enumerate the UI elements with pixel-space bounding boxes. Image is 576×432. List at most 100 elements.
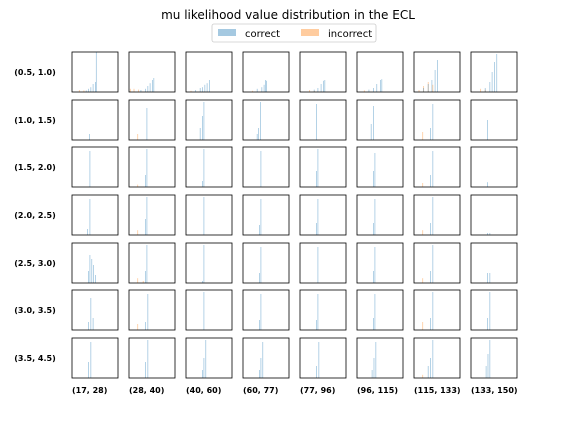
panel-frame xyxy=(128,146,176,188)
legend-swatch-correct xyxy=(218,29,236,36)
histogram-panel xyxy=(356,337,404,379)
histogram-bar-correct xyxy=(147,340,149,378)
histogram-panel xyxy=(299,289,347,331)
histogram-bar-correct xyxy=(373,271,374,283)
panel-frame xyxy=(299,146,347,188)
histogram-bar-correct xyxy=(368,89,370,92)
histogram-bar-correct xyxy=(259,225,260,235)
histogram-bar-correct xyxy=(374,294,376,330)
histogram-panel xyxy=(71,242,119,284)
histogram-bar-correct xyxy=(437,60,438,92)
histogram-bar-correct xyxy=(317,199,319,235)
histogram-panel xyxy=(242,194,290,236)
histogram-panel xyxy=(185,146,233,188)
histogram-bar-correct xyxy=(494,62,495,92)
histogram-bar-correct xyxy=(430,271,431,283)
histogram-panel xyxy=(413,146,461,188)
histogram-bar-correct xyxy=(261,87,263,92)
panel-frame xyxy=(413,146,461,188)
panel-frame xyxy=(470,99,518,141)
panel-frame xyxy=(185,99,233,141)
histogram-bar-incorrect xyxy=(313,90,315,92)
histogram-bar-correct xyxy=(317,247,319,283)
column-labels: (17, 28) (28, 40) (40, 60) (60, 77) (77, 96)… xyxy=(72,386,518,395)
panel-frame xyxy=(185,289,233,331)
histogram-bar-correct xyxy=(316,223,317,235)
histogram-panel xyxy=(128,289,176,331)
panel-frame xyxy=(71,337,119,379)
column-label: (77, 96) xyxy=(300,386,335,395)
histogram-bar-incorrect xyxy=(78,90,80,92)
histogram-panel xyxy=(185,99,233,141)
histogram-bar-correct xyxy=(202,181,203,187)
histogram-bar-correct xyxy=(203,102,205,140)
histogram-bar-correct xyxy=(430,223,431,235)
histogram-bar-correct xyxy=(487,120,488,140)
histogram-bar-incorrect xyxy=(423,86,425,92)
histogram-panel xyxy=(71,337,119,379)
histogram-bar-correct xyxy=(373,358,375,378)
panel-frame xyxy=(299,289,347,331)
legend-frame xyxy=(211,23,377,43)
row-label: (1.5, 2.0) xyxy=(14,163,55,172)
histogram-bar-incorrect xyxy=(422,322,424,330)
panel-frame xyxy=(299,194,347,236)
histogram-bar-correct xyxy=(316,104,317,140)
histogram-bar-correct xyxy=(316,366,317,378)
histogram-bar-correct xyxy=(92,318,94,330)
histogram-bar-correct xyxy=(434,70,436,92)
panel-frame xyxy=(470,289,518,331)
histogram-bar-correct xyxy=(317,149,319,187)
histogram-bar-correct xyxy=(260,199,262,235)
histogram-bar-correct xyxy=(145,88,146,92)
histogram-bar-incorrect xyxy=(418,90,420,92)
histogram-bar-correct xyxy=(374,247,376,283)
histogram-bar-correct xyxy=(373,171,374,187)
histogram-bar-correct xyxy=(489,340,491,378)
histogram-bar-incorrect xyxy=(422,183,424,187)
histogram-bar-correct xyxy=(373,223,374,235)
panel-frame xyxy=(413,51,461,93)
histogram-panel xyxy=(413,337,461,379)
histogram-panel xyxy=(128,51,176,93)
panel-frame xyxy=(356,146,404,188)
histogram-panel xyxy=(356,242,404,284)
histogram-bar-correct xyxy=(90,87,92,92)
histogram-panel xyxy=(128,99,176,141)
histogram-panel xyxy=(413,289,461,331)
histogram-bar-correct xyxy=(370,124,372,140)
histogram-panel xyxy=(413,99,461,141)
histogram-bar-correct xyxy=(146,197,148,235)
panel-frame xyxy=(299,51,347,93)
histogram-panel xyxy=(470,194,518,236)
histogram-panel xyxy=(356,289,404,331)
histogram-bar-correct xyxy=(381,79,383,92)
histogram-panel xyxy=(299,99,347,141)
histogram-bar-correct xyxy=(202,281,203,283)
panel-frame xyxy=(356,242,404,284)
panel-frame xyxy=(128,289,176,331)
histogram-bar-correct xyxy=(374,153,376,187)
histogram-bar-correct xyxy=(146,149,148,187)
histogram-bar-correct xyxy=(373,318,374,330)
histogram-bar-correct xyxy=(202,87,203,92)
histogram-panel xyxy=(128,194,176,236)
histogram-bar-correct xyxy=(487,318,488,330)
histogram-bar-correct xyxy=(145,219,146,235)
row-label: (0.5, 1.0) xyxy=(14,68,55,77)
histogram-bar-correct xyxy=(489,82,491,92)
histogram-bar-correct xyxy=(203,149,205,187)
histogram-bar-correct xyxy=(258,128,260,140)
row-label: (2.5, 3.0) xyxy=(14,259,55,268)
histogram-bar-correct xyxy=(204,84,206,92)
histogram-bar-correct xyxy=(202,370,203,378)
histogram-bar-correct xyxy=(88,88,89,92)
panel-frame xyxy=(128,99,176,141)
panel-frame xyxy=(185,146,233,188)
histogram-bar-correct xyxy=(95,82,96,92)
panel-frame xyxy=(185,242,233,284)
histogram-bar-correct xyxy=(423,88,425,92)
panel-frame xyxy=(413,337,461,379)
panel-frame xyxy=(185,51,233,93)
